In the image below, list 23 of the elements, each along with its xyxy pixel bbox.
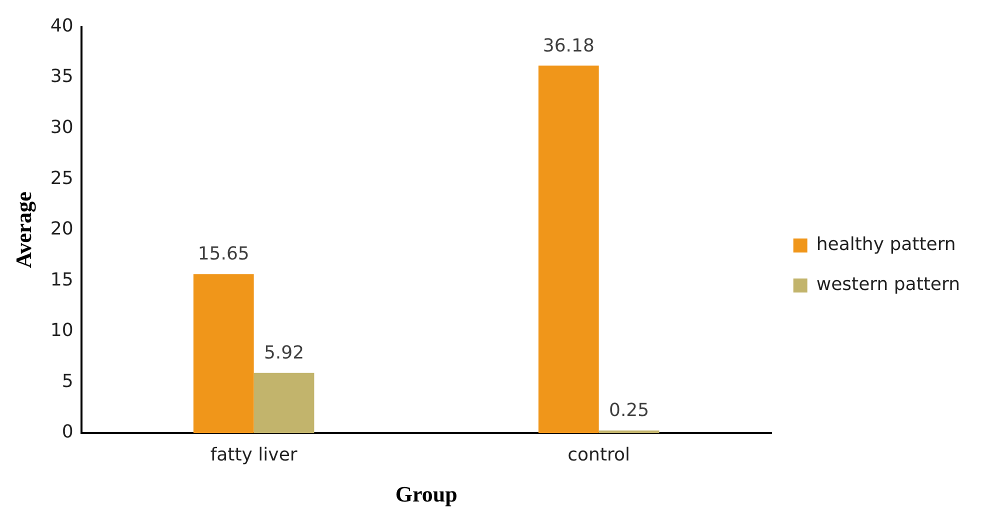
y-axis-title: Average	[10, 191, 36, 268]
data-label: 5.92	[264, 342, 304, 364]
data-label: 36.18	[542, 35, 594, 56]
y-tick-label: 25	[50, 168, 74, 189]
x-axis-title: Group	[395, 481, 458, 506]
bar	[193, 274, 254, 433]
x-tick-label: control	[568, 444, 630, 466]
y-tick-label: 10	[50, 320, 74, 342]
y-tick-label: 15	[50, 269, 74, 290]
y-tick-label: 5	[62, 370, 74, 392]
data-label: 0.25	[608, 400, 650, 422]
bar	[598, 430, 660, 433]
y-tick-label: 35	[50, 66, 74, 88]
x-tick-label: fatty liver	[210, 444, 298, 466]
bar	[538, 66, 599, 433]
y-tick-label: 30	[50, 117, 74, 138]
legend-label: healthy pattern	[816, 234, 956, 256]
y-tick-label: 0	[62, 422, 74, 443]
legend-label: western pattern	[816, 274, 960, 296]
y-tick-label: 20	[50, 218, 74, 240]
bar	[254, 372, 314, 433]
y-tick-label: 40	[50, 15, 74, 36]
data-label: 15.65	[198, 244, 250, 265]
